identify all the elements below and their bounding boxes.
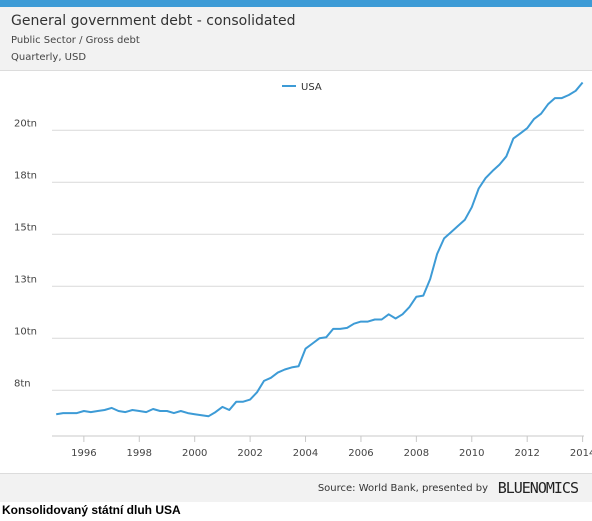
x-tick-label: 2012	[514, 448, 539, 459]
y-tick-label: 20tn	[14, 118, 37, 129]
source-text: Source: World Bank, presented by	[317, 483, 488, 494]
y-tick-label: 18tn	[14, 170, 37, 181]
image-caption: Konsolidovaný státní dluh USA	[2, 503, 181, 517]
top-accent-bar	[0, 0, 592, 7]
x-tick-label: 2008	[404, 448, 429, 459]
chart-subtitle-frequency: Quarterly, USD	[11, 52, 87, 63]
chart-subtitle-sector: Public Sector / Gross debt	[11, 35, 140, 46]
y-tick-label: 10tn	[14, 326, 37, 337]
x-tick-label: 1996	[71, 448, 96, 459]
x-tick-label: 2002	[237, 448, 262, 459]
legend-label-usa: USA	[301, 82, 322, 93]
y-tick-label: 13tn	[14, 274, 37, 285]
x-tick-label: 2006	[348, 448, 373, 459]
y-tick-label: 15tn	[14, 222, 37, 233]
y-tick-label: 8tn	[14, 378, 31, 389]
series-line-usa	[56, 81, 584, 418]
x-tick-label: 2014	[570, 448, 592, 459]
chart-footer: Source: World Bank, presented by BLUENOM…	[0, 473, 592, 502]
x-tick-label: 2000	[182, 448, 207, 459]
chart-title: General government debt - consolidated	[11, 13, 296, 29]
x-tick-label: 2004	[293, 448, 318, 459]
line-chart: 8tn 10tn 13tn 15tn 18tn 20tn 1996 1998 2000 2002 2…	[14, 81, 592, 459]
x-tick-label: 2010	[459, 448, 484, 459]
chart-header: General government debt - consolidated P…	[0, 7, 592, 71]
bluenomics-logo[interactable]: BLUENOMICS	[497, 479, 579, 497]
x-tick-label: 1998	[127, 448, 152, 459]
